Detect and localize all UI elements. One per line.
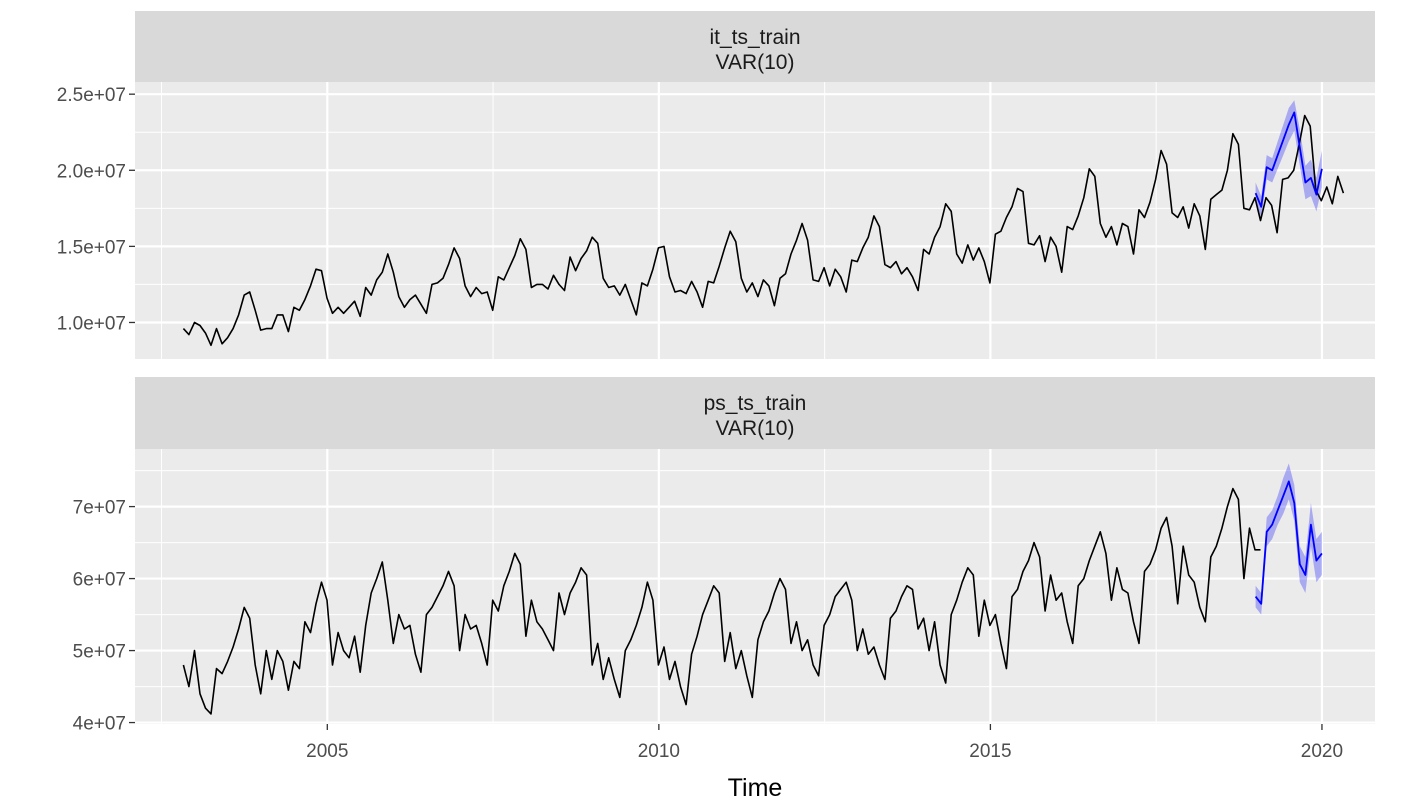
facet-2: ps_ts_train VAR(10) 4e+07 5e+07 6e+07 7e+07	[73, 377, 1375, 735]
x-axis-title: Time	[728, 774, 783, 802]
facet-2-major-grid	[135, 449, 1375, 724]
facet-1-minor-grid	[135, 82, 1375, 359]
x-tick-label: 2020	[1301, 741, 1343, 762]
facet-2-forecast-line	[1254, 480, 1323, 605]
y-tick-label: 4e+07	[73, 714, 126, 735]
x-tick-label: 2010	[638, 741, 680, 762]
facet-1-strip	[135, 11, 1375, 82]
facet-1-panel	[135, 82, 1375, 359]
facet-2-observed-line	[182, 487, 1261, 715]
y-tick-label: 5e+07	[73, 642, 126, 663]
facet-1-major-grid	[135, 82, 1375, 359]
facet-1-strip-title: it_ts_train	[709, 26, 800, 49]
facet-1-forecast-line	[1254, 111, 1323, 208]
x-axis: 2005 2010 2015 2020	[306, 724, 1343, 762]
facet-2-minor-grid	[135, 449, 1375, 724]
facet-2-strip	[135, 377, 1375, 449]
y-tick-label: 2.5e+07	[57, 85, 126, 106]
x-tick-label: 2015	[969, 741, 1011, 762]
y-tick-label: 1.5e+07	[57, 237, 126, 258]
y-tick-label: 1.0e+07	[57, 313, 126, 334]
facet-2-strip-title: ps_ts_train	[704, 392, 807, 415]
y-tick-label: 2.0e+07	[57, 161, 126, 182]
x-tick-label: 2005	[306, 741, 348, 762]
y-tick-label: 6e+07	[73, 570, 126, 591]
facet-1-strip-model: VAR(10)	[716, 51, 795, 74]
facet-1-observed-line	[182, 114, 1345, 347]
facet-2-forecast-band	[1255, 463, 1322, 615]
facet-2-y-axis: 4e+07 5e+07 6e+07 7e+07	[73, 498, 135, 735]
facet-1: it_ts_train VAR(10) 1.0e+07 1.5e+07 2.0e+0…	[57, 11, 1375, 359]
facet-2-strip-model: VAR(10)	[716, 417, 795, 440]
facet-2-panel	[135, 449, 1375, 724]
y-tick-label: 7e+07	[73, 498, 126, 519]
facet-1-y-axis: 1.0e+07 1.5e+07 2.0e+07 2.5e+07	[57, 85, 135, 334]
facet-1-forecast-band	[1255, 100, 1322, 218]
